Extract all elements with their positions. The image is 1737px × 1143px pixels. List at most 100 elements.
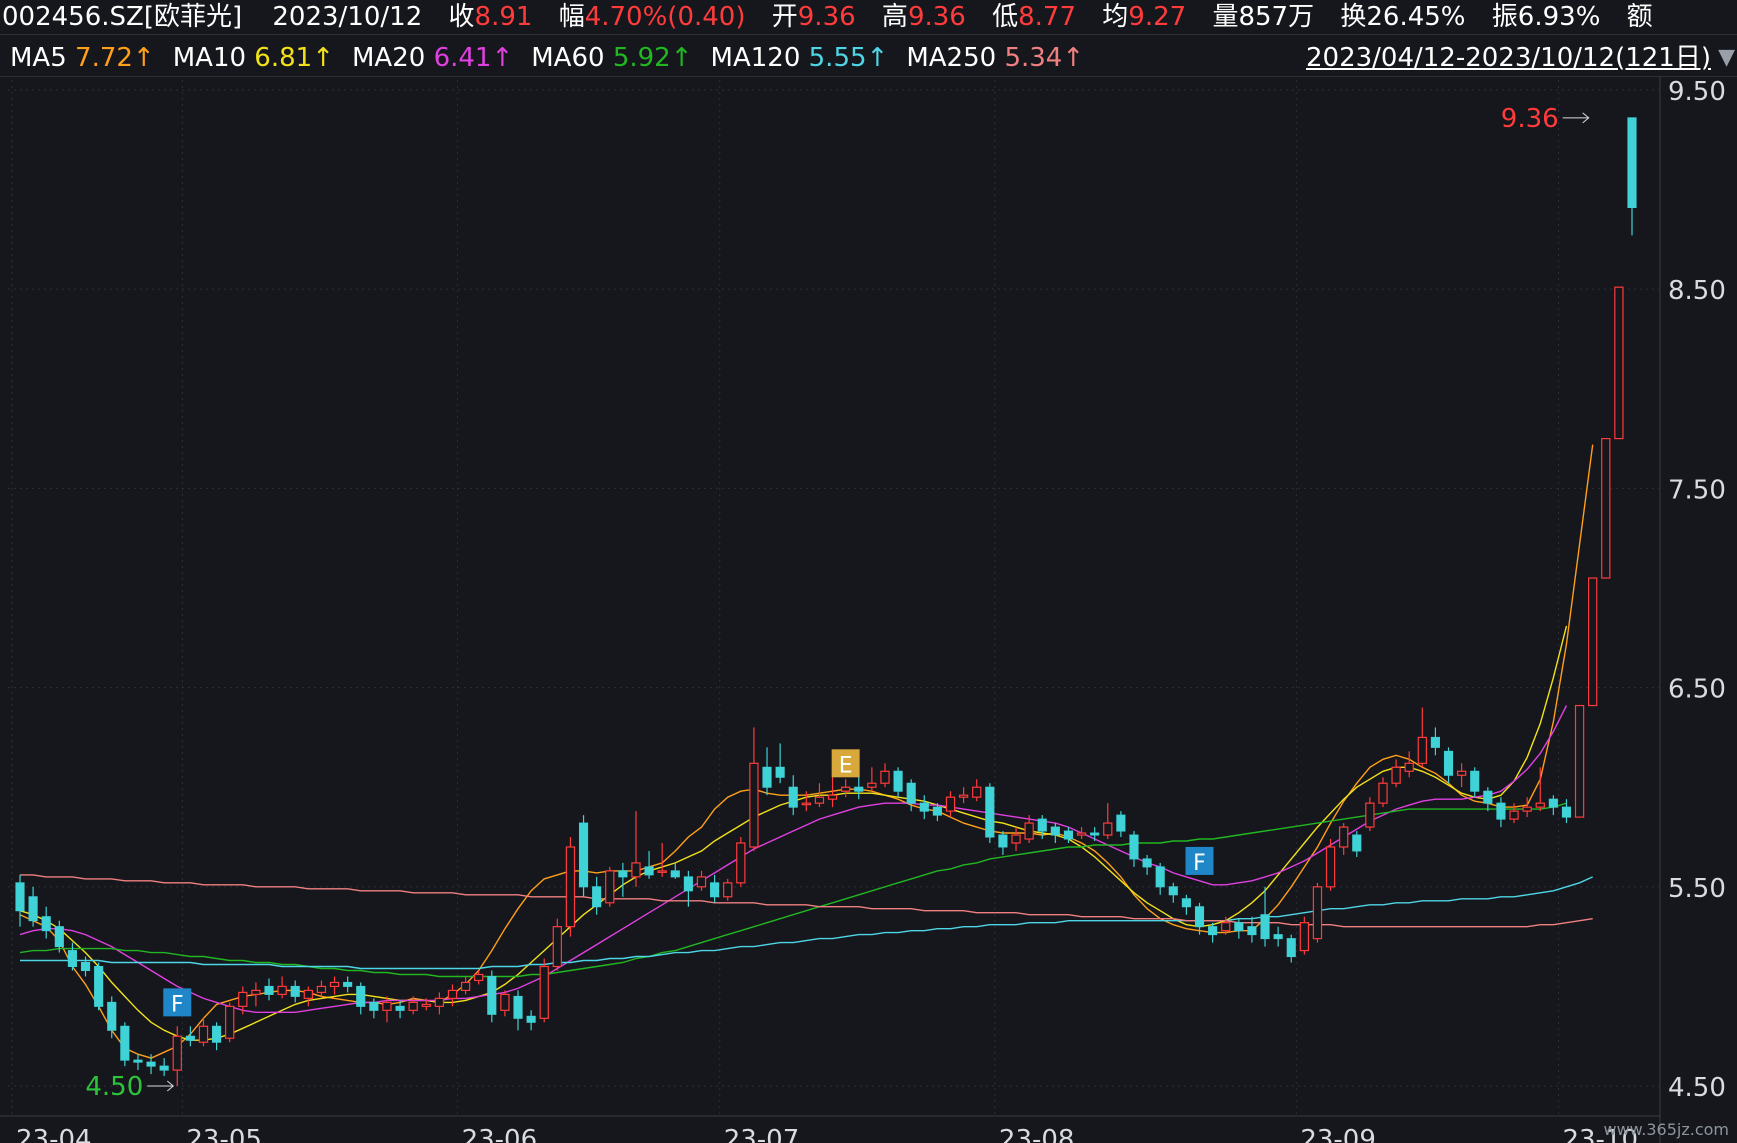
close-value: 8.91 <box>474 2 533 32</box>
amplitude-value: 6.93% <box>1517 2 1601 32</box>
candle-body-up <box>827 794 838 800</box>
candle-body-up <box>1391 766 1401 784</box>
candle-body-up <box>1378 782 1388 804</box>
stock-code[interactable]: 002456.SZ[欧菲光] <box>2 2 243 32</box>
candle-body-up <box>1574 704 1585 818</box>
x-tick-label: 23-10 <box>1562 1125 1638 1143</box>
y-tick-label: 6.50 <box>1668 675 1726 705</box>
candle-body-down <box>356 985 366 1007</box>
candle-body-up <box>840 786 851 792</box>
candle-body-down <box>1116 814 1126 832</box>
candle-body-down <box>526 1015 536 1023</box>
candle-body-down <box>15 882 25 912</box>
candle-body-up <box>1076 832 1087 836</box>
candle-body-down <box>513 995 523 1019</box>
candle-body-down <box>1548 798 1558 808</box>
turnover-value: 26.45% <box>1366 2 1466 32</box>
ma250-legend[interactable]: MA250 5.34↑ <box>906 43 1085 73</box>
candle-body-down <box>264 985 274 995</box>
candle-body-down <box>1260 914 1270 940</box>
quote-info-bar: 002456.SZ[欧菲光] 2023/10/12 收8.91 幅4.70%(0… <box>0 0 1737 35</box>
candle-body-down <box>1627 117 1637 208</box>
candle-body-down <box>1168 886 1178 896</box>
low-value: 8.77 <box>1018 2 1076 32</box>
amount-label: 额 <box>1626 2 1653 32</box>
candle-body-down <box>67 950 77 968</box>
candle-body-down <box>683 876 693 892</box>
candle-body-down <box>1194 906 1205 928</box>
candle-body-up <box>382 1001 392 1011</box>
candle-body-up <box>867 782 877 788</box>
candle-body-down <box>1483 790 1493 804</box>
candle-body-down <box>710 882 720 898</box>
candle-body-down <box>762 766 772 788</box>
ma5-legend[interactable]: MA5 7.72↑ <box>10 43 155 73</box>
candle-body-up <box>945 796 956 812</box>
candle-body-down <box>775 766 785 778</box>
kline-chart[interactable]: 9.50 8.50 7.50 6.50 5.50 4.50 23-04 23-05 23-06 2… <box>0 76 1737 1143</box>
ma10-legend[interactable]: MA10 6.81↑ <box>172 43 334 73</box>
x-tick-label: 23-08 <box>999 1125 1075 1143</box>
ma-line-ma20 <box>19 705 1568 1013</box>
candle-body-up <box>460 981 471 992</box>
candle-body-down <box>94 966 104 1007</box>
candle-body-down <box>1181 898 1191 908</box>
candle-body-up <box>801 802 812 806</box>
ma20-legend[interactable]: MA20 6.41↑ <box>351 43 514 73</box>
candle-body-up <box>749 762 759 848</box>
candle-body-down <box>28 896 38 922</box>
candle-body-up <box>972 786 982 798</box>
ma-line-ma120 <box>20 876 1593 970</box>
ma120-legend[interactable]: MA120 5.55↑ <box>710 43 889 73</box>
candle-body-down <box>1247 926 1257 936</box>
candle-body-down <box>998 834 1008 848</box>
candle-body-up <box>251 989 261 996</box>
candle-body-up <box>1522 806 1532 812</box>
event-marker-label: E <box>839 753 853 778</box>
candle-body-down <box>41 916 51 932</box>
candle-body-down <box>592 886 602 908</box>
candle-body-down <box>670 870 680 878</box>
candle-body-up <box>1588 577 1598 707</box>
candle-body-down <box>146 1061 156 1067</box>
y-tick-label: 7.50 <box>1668 475 1726 505</box>
change-label: 幅 <box>558 2 585 32</box>
candle-body-down <box>932 806 942 816</box>
candle-body-up <box>958 794 969 798</box>
candle-body-down <box>1273 934 1283 940</box>
triangle-down-icon[interactable]: ▼ <box>1718 45 1735 70</box>
volume-value: 857万 <box>1238 2 1315 32</box>
candle-body-down <box>618 870 628 878</box>
candle-body-up <box>631 862 641 878</box>
candle-body-up <box>1221 922 1231 932</box>
candle-body-up <box>1456 770 1467 776</box>
candle-body-down <box>1496 802 1506 820</box>
candle-body-down <box>343 981 353 987</box>
candle-body-up <box>696 876 707 888</box>
annotation-label: 4.50 <box>85 1072 143 1102</box>
candle-body-down <box>985 786 995 838</box>
candle-body-down <box>1050 826 1060 836</box>
date-range-link[interactable]: 2023/04/12-2023/10/12(121日) <box>1305 43 1711 73</box>
candle-body-down <box>919 802 929 812</box>
candle-body-down <box>80 962 91 971</box>
candle-body-down <box>54 926 64 948</box>
candle-body-up <box>198 1025 209 1043</box>
candle-body-up <box>1365 802 1375 828</box>
candle-body-up <box>447 989 458 999</box>
candle-body-down <box>159 1065 169 1071</box>
candle-body-up <box>1614 286 1624 440</box>
avg-label: 均 <box>1102 2 1129 32</box>
candle-body-up <box>434 997 445 1007</box>
candle-body-up <box>1417 736 1427 764</box>
candle-body-up <box>172 1035 182 1071</box>
candle-body-down <box>369 1001 379 1011</box>
high-label: 高 <box>881 2 908 32</box>
candle-body-down <box>1561 806 1572 818</box>
candle-body-up <box>1509 810 1519 820</box>
candle-body-up <box>1312 886 1323 940</box>
ma60-legend[interactable]: MA60 5.92↑ <box>531 43 693 73</box>
event-marker-badge <box>1185 846 1214 875</box>
annotation-arrow-head <box>166 1080 175 1092</box>
candle-body-up <box>539 965 549 1019</box>
